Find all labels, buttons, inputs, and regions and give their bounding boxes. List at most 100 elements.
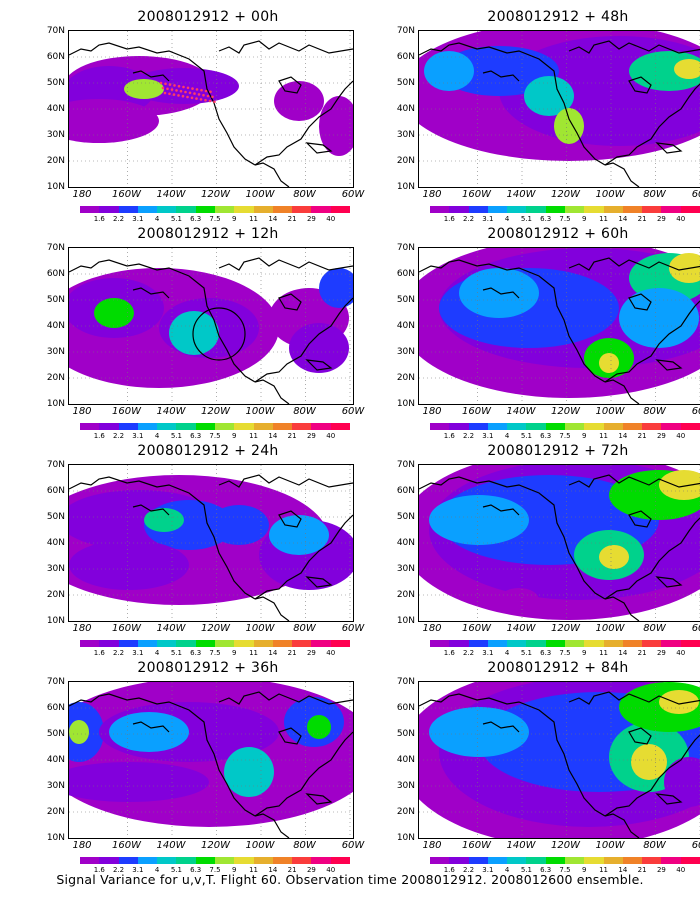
latitude-label: 10N <box>396 399 415 409</box>
colorbar <box>430 423 700 430</box>
colorbar <box>430 640 700 647</box>
colorbar-label: 11 <box>249 649 259 657</box>
coastline <box>218 474 353 488</box>
coastline <box>419 693 606 817</box>
colorbar-swatch <box>564 640 585 647</box>
latitude-label: 50N <box>396 78 415 88</box>
colorbar-label: 29 <box>656 649 666 657</box>
latitude-label: 10N <box>46 182 65 192</box>
coastline <box>419 259 606 383</box>
coastline <box>604 300 700 383</box>
colorbar-label: 29 <box>656 432 666 440</box>
panel-title: 2008012912 + 48h <box>487 9 629 25</box>
colorbar-swatch <box>176 640 196 647</box>
longitude-label: 100W <box>595 189 625 200</box>
variance-contour <box>659 690 699 714</box>
coastline <box>568 691 700 705</box>
latitude-label: 50N <box>46 512 65 522</box>
colorbar-label: 3.1 <box>132 866 144 874</box>
colorbar-swatch <box>603 206 623 213</box>
latitude-label: 70N <box>396 677 415 687</box>
colorbar-swatch <box>661 423 681 430</box>
colorbar-label: 2.2 <box>462 866 475 874</box>
variance-contour <box>599 545 629 569</box>
coastline <box>628 510 652 528</box>
latitude-label: 10N <box>46 616 65 626</box>
colorbar-swatch <box>487 206 508 213</box>
colorbar-swatch <box>99 640 119 647</box>
observation-dot <box>161 86 165 90</box>
colorbar-swatch <box>642 857 662 864</box>
longitude-label: 120W <box>201 840 230 851</box>
longitude-label: 160W <box>462 840 491 851</box>
observation-dot <box>206 94 210 98</box>
colorbar-label: 5.1 <box>520 432 532 440</box>
coastline <box>278 510 302 528</box>
latitude-label: 30N <box>396 564 415 574</box>
variance-contour <box>269 515 329 555</box>
observation-dot <box>186 95 189 99</box>
observation-dot <box>181 94 185 98</box>
colorbar-swatch <box>330 206 350 213</box>
colorbar-swatch <box>545 857 565 864</box>
variance-contour <box>69 99 159 143</box>
colorbar-swatch <box>157 640 177 647</box>
variance-map <box>418 681 700 839</box>
colorbar-label: 40 <box>676 649 686 657</box>
colorbar-swatch <box>545 206 565 213</box>
colorbar-label: 40 <box>676 432 686 440</box>
colorbar-labels: 1.6 2.2 3.1 4 5.1 6.3 7.5 9 11 14 21 29 40 <box>430 866 700 875</box>
colorbar-label: 5.1 <box>520 866 532 874</box>
colorbar-label: 7.5 <box>559 866 571 874</box>
colorbar-label: 5.1 <box>170 215 182 223</box>
colorbar-swatch <box>195 206 215 213</box>
colorbar-swatch <box>214 640 235 647</box>
variance-contour <box>599 353 619 373</box>
observation-dot <box>209 90 212 94</box>
coastline <box>69 259 256 383</box>
latitude-label: 20N <box>46 373 65 383</box>
colorbar-label: 11 <box>599 215 609 223</box>
coastline <box>254 80 353 166</box>
latitude-label: 30N <box>46 347 65 357</box>
coastline <box>628 76 652 94</box>
colorbar-swatch <box>680 206 700 213</box>
colorbar-label: 29 <box>306 649 316 657</box>
coastline <box>69 42 256 166</box>
colorbar-swatch <box>603 423 623 430</box>
latitude-label: 50N <box>46 729 65 739</box>
forecast-panel: 2008012912 + 72h 70N 60N 50N 40N 30N 20N 10N 180… <box>385 442 700 657</box>
colorbar-label: 6.3 <box>190 432 202 440</box>
observation-dot <box>170 88 174 91</box>
latitude-label: 50N <box>46 295 65 305</box>
colorbar-label: 7.5 <box>209 215 221 223</box>
forecast-panel: 2008012912 + 48h 70N 60N 50N 40N 30N 20N 10N 180… <box>385 8 700 223</box>
colorbar-swatch <box>99 423 119 430</box>
colorbar-labels: 1.6 2.2 3.1 4 5.1 6.3 7.5 9 11 14 21 29 40 <box>80 649 350 658</box>
longitude-label: 140W <box>156 623 186 634</box>
colorbar-swatch <box>487 857 508 864</box>
latitude-label: 30N <box>46 130 65 140</box>
latitude-label: 60N <box>396 486 415 496</box>
colorbar-label: 1.6 <box>93 432 105 440</box>
latitude-label: 20N <box>46 156 65 166</box>
latitude-label: 40N <box>396 538 415 548</box>
latitude-label: 40N <box>396 755 415 765</box>
colorbar-swatch <box>234 857 254 864</box>
coastline <box>254 162 290 187</box>
colorbar-swatch <box>430 423 450 430</box>
longitude-label: 80W <box>293 840 316 851</box>
colorbar-label: 9 <box>582 432 587 440</box>
longitude-label: 160W <box>462 623 491 634</box>
longitude-label: 180 <box>72 189 92 200</box>
coastline <box>604 596 640 621</box>
longitude-label: 80W <box>293 189 316 200</box>
variance-contour <box>424 51 474 91</box>
colorbar-label: 21 <box>287 432 297 440</box>
latitude-label: 60N <box>396 703 415 713</box>
panel-title: 2008012912 + 60h <box>487 226 629 242</box>
colorbar-swatch <box>118 640 138 647</box>
latitude-label: 10N <box>46 833 65 843</box>
longitude-label: 180 <box>422 406 442 417</box>
forecast-panel: 2008012912 + 24h 70N 60N 50N 40N 30N 20N 10N 180… <box>35 442 365 657</box>
